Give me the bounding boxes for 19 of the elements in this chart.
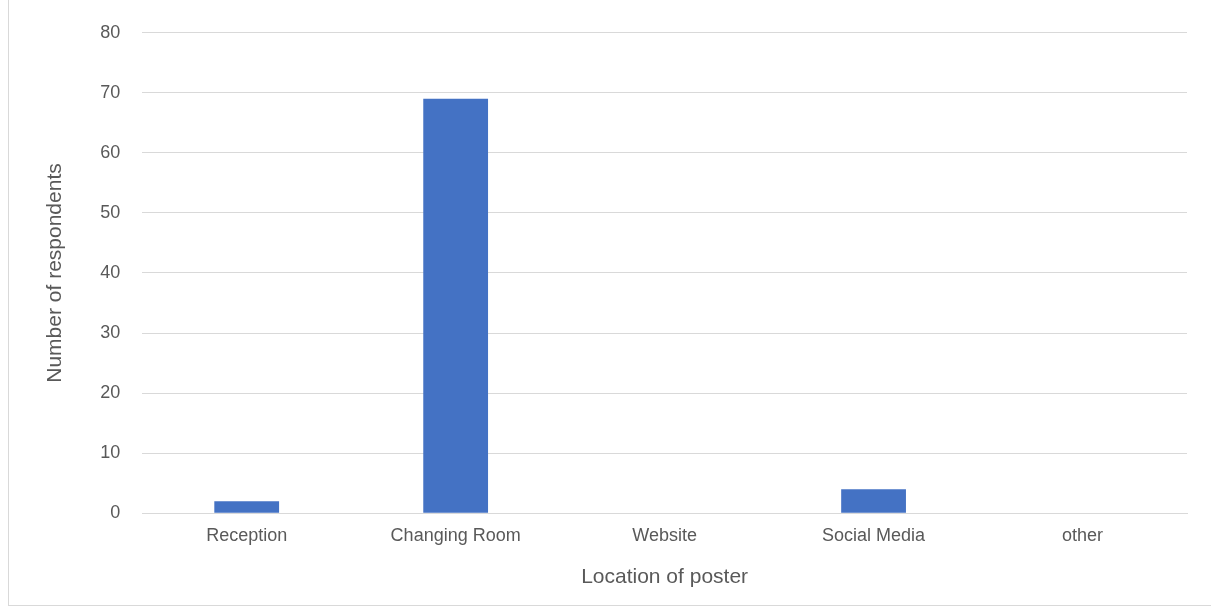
y-tick-label: 60 — [100, 141, 121, 162]
bar — [841, 489, 906, 513]
x-tick-label: Reception — [206, 524, 288, 545]
x-tick-label: other — [1062, 524, 1104, 545]
y-tick-label: 50 — [100, 201, 121, 222]
y-tick-label: 40 — [100, 261, 121, 282]
y-tick-label: 10 — [100, 442, 121, 463]
y-tick-label: 20 — [100, 382, 121, 403]
y-tick-label: 0 — [110, 502, 121, 523]
x-tick-label: Social Media — [822, 524, 927, 545]
y-tick-label: 70 — [100, 81, 121, 102]
y-axis-title: Number of respondents — [42, 163, 66, 383]
y-tick-label: 30 — [100, 322, 121, 343]
x-axis-title: Location of poster — [581, 564, 749, 588]
x-tick-label: Website — [632, 524, 697, 545]
y-tick-label: 80 — [100, 21, 121, 42]
x-tick-label: Changing Room — [390, 524, 521, 545]
bar — [214, 501, 280, 513]
bar — [423, 98, 489, 513]
